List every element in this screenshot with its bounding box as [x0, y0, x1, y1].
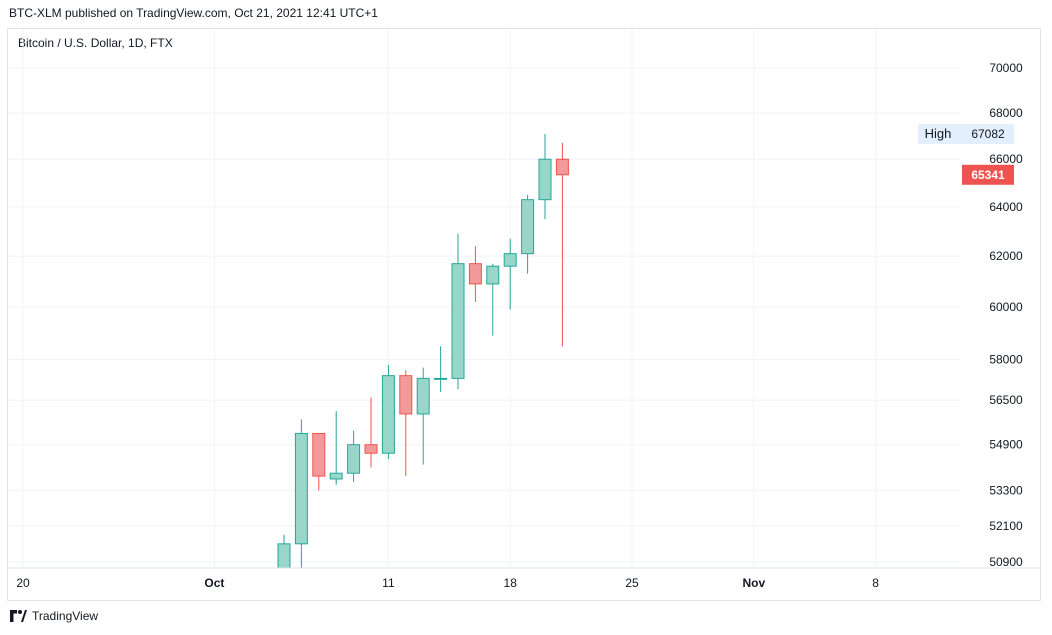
- candle-body: [347, 444, 361, 474]
- x-tick-label: Oct: [204, 576, 224, 590]
- candle-body: [521, 199, 535, 255]
- candle: [312, 432, 326, 491]
- y-tick-label: 62000: [989, 249, 1023, 263]
- y-tick-label: 66000: [989, 152, 1023, 166]
- y-tick-label: 50900: [989, 555, 1023, 569]
- y-tick-label: 64000: [989, 200, 1023, 214]
- symbol-legend: Bitcoin / U.S. Dollar, 1D, FTX: [18, 36, 173, 50]
- candle: [486, 263, 500, 336]
- candle: [434, 346, 448, 392]
- candle: [329, 411, 343, 485]
- high-value-text: 67082: [971, 127, 1005, 141]
- x-tick-label: 8: [872, 576, 879, 590]
- y-tick-label: 56500: [989, 393, 1023, 407]
- candle-body: [381, 375, 395, 454]
- y-tick-label: 54900: [989, 438, 1023, 452]
- high-label-bg: [918, 124, 1014, 145]
- grid-lines: [8, 29, 960, 568]
- candle: [277, 534, 291, 568]
- candle-body: [451, 263, 465, 379]
- y-tick-label: 52100: [989, 519, 1023, 533]
- y-tick-label: 53300: [989, 484, 1023, 498]
- candle: [347, 430, 361, 482]
- candles: [277, 134, 569, 568]
- candle-body: [434, 377, 448, 380]
- candle-body: [486, 265, 500, 285]
- candle-body: [468, 263, 482, 285]
- candle: [521, 194, 535, 274]
- tradingview-logo-icon: [10, 610, 27, 622]
- price-axis: 70000 68000 66000 64000 62000 60000 58000 56500…: [989, 61, 1023, 569]
- brand-label: TradingView: [32, 609, 99, 623]
- candle: [555, 142, 569, 347]
- candle-body: [555, 158, 569, 176]
- candle-body: [329, 472, 343, 480]
- high-label-text: High: [925, 126, 952, 141]
- candle-body: [416, 377, 430, 415]
- y-tick-label: 68000: [989, 106, 1023, 120]
- y-tick-label: 60000: [989, 300, 1023, 314]
- candle: [364, 397, 378, 468]
- publish-info: BTC-XLM published on TradingView.com, Oc…: [9, 6, 378, 20]
- x-tick-label: 20: [16, 576, 30, 590]
- candle-body: [294, 432, 308, 545]
- tradingview-footer: TradingView: [10, 609, 98, 623]
- chart-frame: [7, 28, 1041, 601]
- x-tick-label: 25: [625, 576, 639, 590]
- x-tick-label: 11: [382, 576, 395, 590]
- candle: [381, 364, 395, 459]
- candle: [538, 134, 552, 220]
- time-axis: 20 Oct 11 18 25 Nov 8: [8, 567, 1040, 590]
- price-labels: High 67082 65341: [918, 124, 1014, 185]
- y-tick-label: 58000: [989, 353, 1023, 367]
- candle-body: [399, 375, 413, 415]
- candle: [294, 419, 308, 568]
- y-tick-label: 70000: [989, 61, 1023, 75]
- candle: [399, 370, 413, 477]
- candle-body: [277, 543, 291, 568]
- candle: [503, 238, 517, 310]
- last-price-bg: [962, 164, 1014, 185]
- x-tick-label: Nov: [742, 576, 765, 590]
- candle: [416, 367, 430, 465]
- last-price-text: 65341: [971, 168, 1005, 182]
- candlestick-chart[interactable]: 70000 68000 66000 64000 62000 60000 58000 56500…: [0, 0, 1052, 604]
- x-tick-label: 18: [504, 576, 518, 590]
- candle-body: [312, 432, 326, 477]
- candle: [468, 246, 482, 302]
- candle-body: [503, 253, 517, 267]
- candle-body: [538, 158, 552, 201]
- candle: [451, 233, 465, 390]
- candle-body: [364, 444, 378, 454]
